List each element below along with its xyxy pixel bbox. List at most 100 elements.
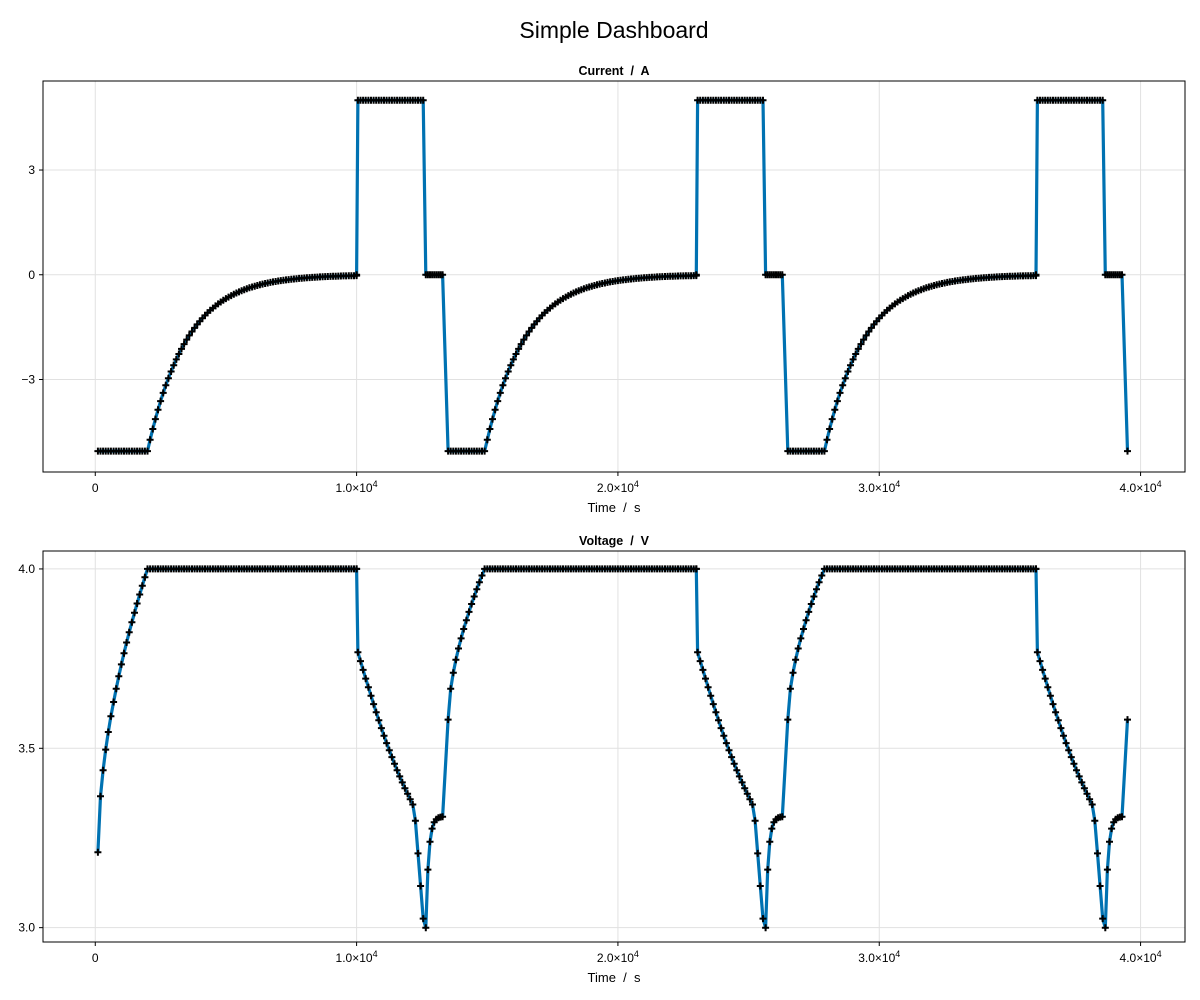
voltage-data-point bbox=[102, 746, 110, 754]
voltage-data-point bbox=[720, 732, 728, 740]
voltage-data-point bbox=[1067, 753, 1075, 761]
voltage-data-point bbox=[1124, 716, 1131, 724]
voltage-data-point bbox=[417, 882, 425, 890]
current-data-point bbox=[833, 397, 841, 405]
voltage-data-point bbox=[725, 746, 733, 754]
voltage-data-point bbox=[133, 600, 141, 607]
voltage-data-point bbox=[797, 634, 805, 642]
voltage-data-point bbox=[818, 572, 826, 579]
current-data-point bbox=[499, 381, 507, 389]
voltage-x-tick-label: 2.0×104 bbox=[597, 949, 639, 965]
voltage-data-point bbox=[696, 657, 704, 665]
voltage-data-point bbox=[717, 724, 725, 732]
voltage-data-point bbox=[759, 915, 767, 923]
voltage-data-point bbox=[813, 585, 820, 593]
voltage-data-point bbox=[141, 573, 149, 581]
current-y-tick-label: −3 bbox=[21, 372, 35, 386]
voltage-data-point bbox=[699, 666, 707, 674]
current-data-point bbox=[844, 368, 852, 375]
voltage-data-point bbox=[468, 600, 476, 608]
current-data-point bbox=[172, 355, 180, 363]
voltage-data-point bbox=[422, 924, 430, 932]
voltage-data-point bbox=[1078, 778, 1086, 786]
current-data-point bbox=[862, 331, 870, 339]
voltage-data-point bbox=[1101, 924, 1109, 932]
current-data-point bbox=[353, 271, 361, 279]
current-x-tick-label: 3.0×104 bbox=[858, 479, 900, 495]
current-data-point bbox=[517, 340, 525, 348]
voltage-data-point bbox=[123, 639, 131, 646]
voltage-data-point bbox=[1062, 739, 1070, 747]
voltage-data-point bbox=[741, 784, 749, 792]
current-axes: 0 1.0×104 2.0×104 3.0×104 4.0×104 −3 0 3 bbox=[21, 80, 1186, 495]
current-data-point bbox=[481, 447, 489, 455]
voltage-data-point bbox=[1088, 801, 1096, 808]
voltage-data-point bbox=[475, 578, 483, 586]
figure-title: Simple Dashboard bbox=[519, 17, 708, 43]
voltage-data-point bbox=[128, 618, 136, 626]
voltage-data-point bbox=[396, 772, 404, 780]
voltage-data-point bbox=[444, 716, 452, 724]
voltage-data-point bbox=[385, 746, 393, 754]
current-data-point bbox=[1118, 271, 1126, 279]
voltage-data-point bbox=[383, 739, 391, 747]
current-data-point bbox=[839, 381, 847, 389]
current-data-point bbox=[149, 425, 157, 433]
voltage-data-point bbox=[1075, 772, 1083, 780]
voltage-data-point bbox=[1108, 825, 1116, 833]
voltage-data-point bbox=[401, 784, 409, 792]
voltage-y-tick-label: 3.5 bbox=[18, 741, 35, 755]
voltage-data-point bbox=[388, 753, 396, 761]
current-data-point bbox=[185, 331, 193, 339]
current-x-tick-label: 4.0×104 bbox=[1120, 479, 1162, 495]
voltage-x-tick-label: 3.0×104 bbox=[858, 949, 900, 965]
current-x-tick-label: 2.0×104 bbox=[597, 479, 639, 495]
current-data-point bbox=[826, 425, 834, 433]
voltage-x-tick-label: 1.0×104 bbox=[336, 949, 378, 965]
current-data-point bbox=[502, 374, 509, 382]
voltage-data-point bbox=[104, 728, 112, 736]
voltage-data-point bbox=[414, 849, 422, 857]
voltage-data-point bbox=[138, 582, 146, 590]
current-data-point bbox=[188, 328, 196, 335]
voltage-data-point bbox=[778, 813, 786, 821]
voltage-data-point bbox=[1046, 692, 1054, 700]
voltage-markers bbox=[94, 565, 1131, 932]
voltage-data-point bbox=[449, 669, 457, 677]
current-data-point bbox=[178, 345, 185, 353]
current-data-point bbox=[854, 345, 862, 353]
voltage-data-point bbox=[367, 692, 375, 700]
current-data-point bbox=[852, 350, 860, 358]
current-y-tick-label: 3 bbox=[28, 163, 35, 177]
voltage-data-point bbox=[743, 790, 751, 798]
voltage-data-point bbox=[762, 924, 770, 932]
voltage-data-point bbox=[404, 790, 412, 798]
current-data-point bbox=[144, 447, 151, 455]
voltage-data-point bbox=[810, 593, 818, 600]
voltage-plot-frame bbox=[42, 550, 1186, 943]
current-data-point bbox=[154, 406, 162, 414]
voltage-data-point bbox=[1065, 746, 1073, 754]
voltage-data-point bbox=[136, 591, 144, 598]
current-data-point bbox=[860, 336, 868, 344]
voltage-data-point bbox=[768, 825, 776, 833]
voltage-data-point bbox=[733, 766, 741, 774]
current-data-point bbox=[151, 415, 159, 423]
voltage-data-point bbox=[1070, 760, 1078, 768]
voltage-data-point bbox=[764, 866, 772, 874]
voltage-data-point bbox=[754, 849, 762, 857]
voltage-data-point bbox=[462, 616, 470, 624]
current-y-tick-label: 0 bbox=[28, 268, 35, 282]
voltage-data-point bbox=[1060, 732, 1067, 740]
voltage-data-point bbox=[728, 753, 736, 761]
voltage-data-point bbox=[751, 817, 759, 825]
voltage-data-point bbox=[704, 683, 712, 691]
voltage-data-point bbox=[460, 625, 468, 633]
voltage-data-point bbox=[707, 692, 715, 700]
current-data-point bbox=[162, 381, 170, 389]
current-data-point bbox=[857, 340, 865, 348]
voltage-data-point bbox=[370, 700, 378, 708]
voltage-data-point bbox=[1091, 817, 1099, 825]
voltage-data-point bbox=[709, 700, 717, 708]
voltage-data-point bbox=[354, 648, 362, 656]
